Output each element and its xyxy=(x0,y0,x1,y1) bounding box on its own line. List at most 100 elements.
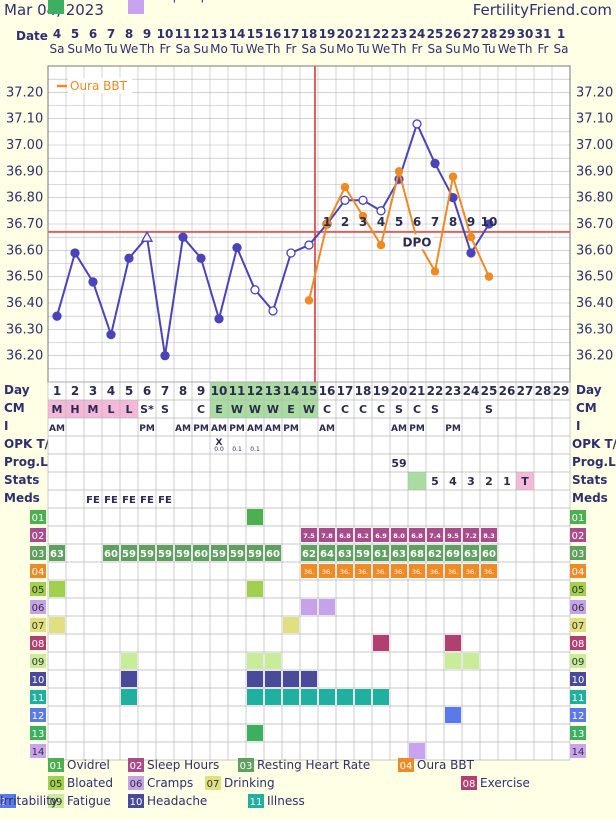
date-tick-label: 30 xyxy=(517,27,534,41)
dpo-number: 10 xyxy=(481,215,498,229)
legend-badge-number: 10 xyxy=(130,797,143,808)
weekday-label: Su xyxy=(319,42,334,56)
legend-badge-number: 07 xyxy=(207,779,220,790)
y-tick-label: 36.80 xyxy=(6,191,43,206)
opk-cell-reading: 0.0 xyxy=(214,446,224,453)
oura-bbt-value: 36. xyxy=(448,568,458,576)
sleep-hours-value: 9.5 xyxy=(447,532,459,540)
stats-cell-value: 4 xyxy=(449,475,457,488)
period-day-cell xyxy=(84,400,102,418)
symptom-cell-01 xyxy=(247,509,263,525)
plot-legend-bg xyxy=(68,78,132,93)
resting-hr-cell xyxy=(427,545,443,561)
legend-label: Oura BBT xyxy=(417,758,475,772)
bbt-point xyxy=(250,285,260,295)
symptom-cell-09 xyxy=(445,653,461,669)
opk-row-label-right: OPK T/C xyxy=(572,437,616,451)
weekday-label: Sa xyxy=(428,42,443,56)
meds-cell-value: FE xyxy=(122,495,136,506)
resting-hr-value: 61 xyxy=(374,549,388,560)
intercourse-cell-value: PM xyxy=(139,424,155,434)
date-tick-label: 8 xyxy=(125,27,133,41)
symptom-cell-06 xyxy=(319,599,335,615)
y-tick-label-right: 37.00 xyxy=(576,138,613,153)
legend-label: Sleep Hours xyxy=(147,758,219,772)
sleep-hours-value: 8.0 xyxy=(393,532,405,540)
date-tick-label: 1 xyxy=(557,27,565,41)
cm-cell-value: W xyxy=(267,403,279,416)
cm-cell-value: W xyxy=(249,403,261,416)
legend-label: Bloated xyxy=(67,776,113,790)
row-badge-left xyxy=(30,672,46,686)
site-name: FertilityFriend.com xyxy=(473,1,612,19)
row-badge-right-number: 13 xyxy=(572,729,585,740)
cycle-day-number: 14 xyxy=(283,384,300,398)
bbt-point xyxy=(304,240,314,250)
resting-hr-cell xyxy=(157,545,173,561)
oura-bbt-point xyxy=(448,172,458,181)
oura-bbt-segment xyxy=(380,171,400,246)
resting-hr-cell xyxy=(391,545,407,561)
oura-bbt-cell xyxy=(481,564,497,578)
oura-bbt-point xyxy=(484,272,494,281)
bbt-point xyxy=(124,253,134,263)
date-tick-label: 23 xyxy=(391,27,408,41)
dpo-number: 1 xyxy=(323,215,331,229)
sleep-hours-cell xyxy=(355,528,371,542)
oura-bbt-segment xyxy=(344,186,364,217)
sleep-hours-value: 7.5 xyxy=(303,532,315,540)
weekday-label: Su xyxy=(193,42,208,56)
cycle-day-number: 13 xyxy=(265,384,282,398)
resting-hr-cell xyxy=(121,545,137,561)
legend-label: Irritability xyxy=(0,794,58,808)
date-tick-label: 12 xyxy=(193,27,210,41)
fertile-cm-cell xyxy=(300,400,318,418)
weekday-label: Tu xyxy=(355,42,369,56)
row-badge-right xyxy=(570,528,586,542)
dpo-label: DPO xyxy=(403,235,432,249)
bbt-segment xyxy=(146,237,166,356)
row-badge-right xyxy=(570,600,586,614)
row-badge-left xyxy=(30,564,46,578)
bbt-point xyxy=(340,195,350,205)
oura-bbt-value: 36. xyxy=(466,568,476,576)
y-tick-label: 37.10 xyxy=(6,112,43,127)
date-tick-label: 15 xyxy=(247,27,264,41)
bbt-point xyxy=(412,119,422,129)
cycle-day-number: 28 xyxy=(535,384,552,398)
cm-cell-value: S xyxy=(395,403,403,416)
cycle-day-number: 17 xyxy=(337,384,354,398)
resting-hr-cell xyxy=(103,545,119,561)
fertile-cm-cell xyxy=(282,400,300,418)
oura-bbt-cell xyxy=(373,564,389,578)
sleep-hours-cell xyxy=(463,528,479,542)
symptom-cell-09 xyxy=(247,653,263,669)
cycle-day-number: 1 xyxy=(53,384,61,398)
bbt-point xyxy=(484,219,494,229)
cm-cell-value: H xyxy=(70,403,79,416)
row-badge-right-number: 05 xyxy=(572,585,585,596)
row-badge-left xyxy=(30,546,46,560)
cm-cell-value: L xyxy=(125,403,132,416)
legend-badge-number: 03 xyxy=(240,761,253,772)
symptom-cell-11 xyxy=(355,689,371,705)
oura-bbt-point xyxy=(376,240,386,250)
date-tick-label: 7 xyxy=(107,27,115,41)
oura-bbt-cell xyxy=(445,564,461,578)
cycle-day-number: 18 xyxy=(355,384,372,398)
resting-hr-cell xyxy=(139,545,155,561)
weekday-label: Sa xyxy=(176,42,191,56)
legend-badge-number: 13 xyxy=(50,0,63,3)
symptom-cell-11 xyxy=(373,689,389,705)
date-tick-label: 16 xyxy=(265,27,282,41)
weekday-label: We xyxy=(120,42,139,56)
oura-bbt-point xyxy=(304,296,314,305)
opk-cell-reading: 0.1 xyxy=(232,446,242,453)
bbt-segment xyxy=(74,252,94,283)
y-tick-label: 36.90 xyxy=(6,164,43,179)
bbt-segment xyxy=(452,197,472,254)
row-badge-right xyxy=(570,654,586,668)
weekday-label: Fr xyxy=(160,42,171,56)
oura-bbt-value: 36. xyxy=(412,568,422,576)
symptom-cell-13 xyxy=(247,725,263,741)
